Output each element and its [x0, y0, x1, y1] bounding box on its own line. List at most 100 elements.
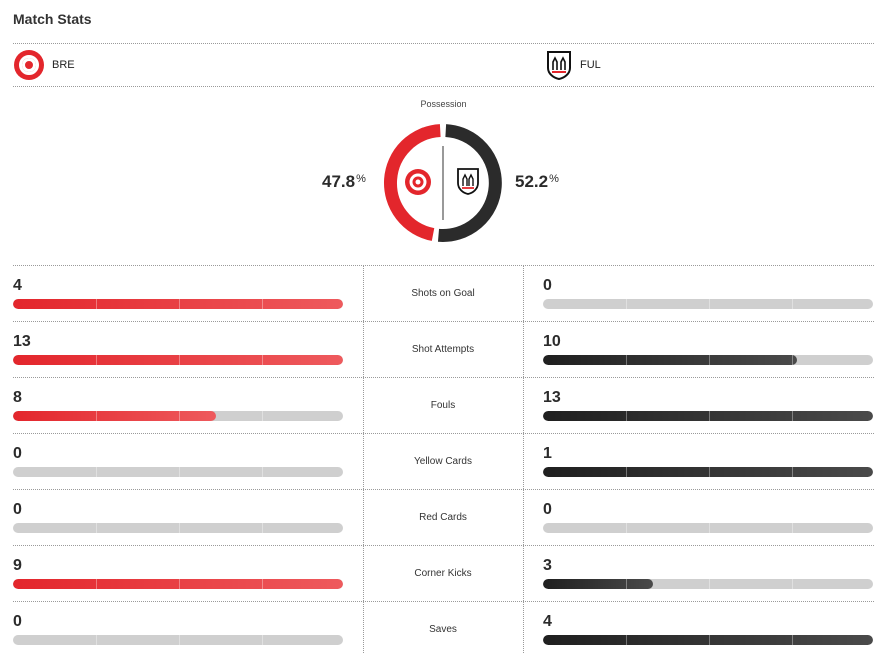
bar-segment-tick: [626, 579, 627, 589]
bar-segment-tick: [626, 411, 627, 421]
column-divider: [363, 266, 364, 653]
home-possession-arc: [384, 124, 441, 241]
bar-segment-tick: [792, 299, 793, 309]
home-stat-bar: [13, 579, 343, 589]
away-stat-value: 0: [543, 501, 552, 518]
away-stat-value: 13: [543, 389, 561, 406]
away-stat-bar: [543, 523, 873, 533]
divider: [13, 43, 874, 44]
away-stat-value: 0: [543, 277, 552, 294]
bar-segment-tick: [709, 635, 710, 645]
bar-segment-tick: [179, 523, 180, 533]
home-possession-value: 47.8%: [322, 172, 366, 191]
bar-segment-tick: [96, 467, 97, 477]
divider: [13, 265, 874, 266]
bar-segment-tick: [179, 579, 180, 589]
away-team[interactable]: FUL: [546, 50, 601, 80]
away-stat-bar: [543, 635, 873, 645]
stat-label: Fouls: [430, 400, 456, 411]
brentford-logo-icon: [14, 50, 44, 80]
away-stat-value: 4: [543, 613, 552, 630]
away-stat-bar-fill: [543, 355, 798, 365]
bar-segment-tick: [179, 299, 180, 309]
stat-label: Red Cards: [419, 512, 467, 523]
bar-segment-tick: [709, 579, 710, 589]
bar-segment-tick: [709, 299, 710, 309]
home-stat-value: 13: [13, 333, 31, 350]
fulham-logo-icon: [457, 168, 479, 195]
fulham-logo-icon: [546, 50, 572, 80]
possession-donut-chart: [384, 124, 502, 242]
brentford-logo-icon: [405, 169, 431, 195]
bar-segment-tick: [262, 411, 263, 421]
stat-label: Shot Attempts: [411, 344, 475, 355]
away-stat-bar-fill: [543, 635, 873, 645]
stat-label: Yellow Cards: [414, 456, 472, 467]
home-stat-value: 9: [13, 557, 22, 574]
home-stat-value: 0: [13, 501, 22, 518]
divider: [13, 601, 874, 602]
bar-segment-tick: [792, 579, 793, 589]
bar-segment-tick: [262, 467, 263, 477]
home-team-abbr: BRE: [52, 59, 75, 71]
away-stat-value: 1: [543, 445, 552, 462]
bar-segment-tick: [792, 411, 793, 421]
away-team-abbr: FUL: [580, 59, 601, 71]
away-stat-bar: [543, 579, 873, 589]
bar-segment-tick: [96, 635, 97, 645]
bar-segment-tick: [96, 523, 97, 533]
away-stat-bar: [543, 411, 873, 421]
home-stat-bar: [13, 467, 343, 477]
home-stat-value: 0: [13, 445, 22, 462]
away-stat-value: 3: [543, 557, 552, 574]
bar-segment-tick: [709, 355, 710, 365]
column-divider: [523, 266, 524, 653]
away-stat-value: 10: [543, 333, 561, 350]
bar-segment-tick: [792, 355, 793, 365]
divider: [13, 545, 874, 546]
bar-segment-tick: [709, 523, 710, 533]
home-team[interactable]: BRE: [14, 50, 75, 80]
bar-segment-tick: [792, 635, 793, 645]
divider: [13, 433, 874, 434]
stat-label: Shots on Goal: [411, 288, 475, 299]
home-stat-bar: [13, 635, 343, 645]
home-stat-value: 4: [13, 277, 22, 294]
bar-segment-tick: [96, 355, 97, 365]
away-stat-bar-fill: [543, 411, 873, 421]
bar-segment-tick: [626, 523, 627, 533]
bar-segment-tick: [626, 635, 627, 645]
bar-segment-tick: [262, 635, 263, 645]
bar-segment-tick: [262, 299, 263, 309]
page-title: Match Stats: [13, 11, 92, 27]
divider: [13, 489, 874, 490]
bar-segment-tick: [792, 467, 793, 477]
bar-segment-tick: [709, 467, 710, 477]
home-stat-bar: [13, 299, 343, 309]
bar-segment-tick: [179, 355, 180, 365]
bar-segment-tick: [96, 411, 97, 421]
home-stat-bar-fill: [13, 411, 216, 421]
divider: [13, 86, 874, 87]
bar-segment-tick: [626, 355, 627, 365]
bar-segment-tick: [262, 523, 263, 533]
away-possession-arc: [437, 124, 502, 242]
bar-segment-tick: [179, 411, 180, 421]
bar-segment-tick: [626, 467, 627, 477]
divider: [13, 321, 874, 322]
stat-label: Saves: [429, 624, 457, 635]
bar-segment-tick: [262, 579, 263, 589]
bar-segment-tick: [179, 635, 180, 645]
away-stat-bar: [543, 355, 873, 365]
bar-segment-tick: [179, 467, 180, 477]
stat-label: Corner Kicks: [414, 568, 472, 579]
away-possession-value: 52.2%: [515, 172, 559, 191]
away-stat-bar: [543, 467, 873, 477]
possession-label: Possession: [420, 99, 467, 109]
home-stat-bar: [13, 411, 343, 421]
divider: [13, 377, 874, 378]
bar-segment-tick: [262, 355, 263, 365]
bar-segment-tick: [96, 299, 97, 309]
bar-segment-tick: [792, 523, 793, 533]
home-stat-bar: [13, 523, 343, 533]
